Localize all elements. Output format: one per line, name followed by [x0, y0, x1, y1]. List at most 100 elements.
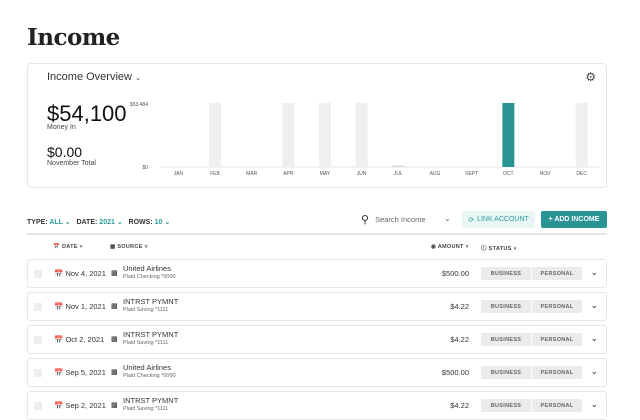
business-button[interactable]: BUSINESS — [481, 333, 531, 346]
table-row[interactable]: 📅 Nov 1, 2021 ▩ INTRST PYMNT Plaid Savin… — [27, 292, 607, 321]
row-amount: $500.00 — [441, 368, 469, 377]
column-amount[interactable]: ◉ AMOUNT ˅ — [431, 244, 470, 250]
business-button[interactable]: BUSINESS — [481, 267, 531, 280]
source-icon: ▩ — [111, 303, 118, 310]
bar-track-apr — [282, 103, 295, 167]
bar-track-dec — [575, 103, 588, 167]
row-source: INTRST PYMNT — [123, 297, 179, 306]
table-row[interactable]: 📅 Nov 4, 2021 ▩ United Airlines Plaid Ch… — [27, 259, 607, 288]
link-account-label: LINK ACCOUNT — [477, 216, 529, 223]
bar-track-feb — [209, 103, 221, 167]
row-checkbox[interactable] — [34, 402, 42, 410]
row-source: INTRST PYMNT — [123, 396, 179, 405]
calendar-icon: 📅 — [54, 401, 64, 410]
date-label: DATE: — [76, 219, 98, 226]
row-checkbox[interactable] — [34, 369, 42, 377]
rows-value: 10 — [154, 219, 163, 226]
row-source: United Airlines — [123, 363, 171, 372]
y-tick-label: $53,484 — [130, 102, 148, 108]
personal-button[interactable]: PERSONAL — [532, 399, 582, 412]
overview-dropdown[interactable]: Income Overview ⌄ — [47, 71, 141, 83]
month-total-value: $0.00 — [47, 144, 83, 160]
row-checkbox[interactable] — [34, 303, 42, 311]
row-account: Plaid Checking *0000 — [123, 373, 176, 379]
bar-track-jun — [355, 103, 368, 167]
row-date: 📅 Sep 2, 2021 — [54, 401, 106, 410]
divider — [27, 233, 607, 235]
x-tick-label: SEPT — [465, 171, 478, 177]
add-income-button[interactable]: + ADD INCOME — [541, 211, 607, 228]
date-filter[interactable]: DATE: 2021 ⌄ — [76, 219, 123, 226]
row-source: United Airlines — [123, 264, 171, 273]
calendar-icon: 📅 — [54, 269, 64, 278]
date-text: Sep 2, 2021 — [65, 401, 106, 410]
source-header: SOURCE — [117, 244, 143, 250]
expand-chevron-icon[interactable]: ⌄ — [590, 366, 598, 376]
date-text: Nov 4, 2021 — [65, 269, 106, 278]
source-icon: ▩ — [111, 336, 118, 343]
row-date: 📅 Sep 5, 2021 — [54, 368, 106, 377]
income-overview-card: Income Overview ⌄ ⚙ $54,100 Money In $0.… — [27, 63, 607, 188]
calendar-icon: 📅 — [54, 335, 64, 344]
expand-chevron-icon[interactable]: ⌄ — [590, 300, 598, 310]
date-value: 2021 — [99, 219, 115, 226]
table-row[interactable]: 📅 Oct 2, 2021 ▩ INTRST PYMNT Plaid Savin… — [27, 325, 607, 354]
expand-chevron-icon[interactable]: ⌄ — [590, 267, 598, 277]
personal-button[interactable]: PERSONAL — [532, 333, 582, 346]
link-account-button[interactable]: ⟳ LINK ACCOUNT — [462, 211, 535, 228]
search-dropdown-chevron-icon[interactable]: ⌄ — [444, 214, 451, 223]
business-button[interactable]: BUSINESS — [481, 300, 531, 313]
source-icon: ▩ — [111, 270, 118, 277]
x-tick-label: APR — [283, 171, 294, 177]
date-text: Oct 2, 2021 — [65, 335, 105, 344]
row-amount: $4.22 — [450, 335, 469, 344]
date-header: DATE — [61, 244, 78, 250]
page-title: Income — [27, 24, 120, 51]
status-header: STATUS — [488, 246, 512, 252]
expand-chevron-icon[interactable]: ⌄ — [590, 333, 598, 343]
bar-jul[interactable] — [392, 165, 405, 168]
search-placeholder: Search Income — [375, 215, 426, 224]
row-checkbox[interactable] — [34, 270, 42, 278]
x-tick-label: AUG — [430, 171, 441, 177]
x-tick-label: DEC — [576, 171, 587, 177]
x-tick-label: JAN — [174, 171, 184, 177]
search-input[interactable]: ⚲ Search Income — [361, 213, 456, 226]
column-source[interactable]: ▩ SOURCE ˅ — [110, 244, 149, 250]
row-account: Plaid Saving *1111 — [123, 307, 169, 313]
search-icon: ⚲ — [361, 214, 370, 226]
row-source: INTRST PYMNT — [123, 330, 179, 339]
row-checkbox[interactable] — [34, 336, 42, 344]
date-text: Nov 1, 2021 — [65, 302, 106, 311]
expand-chevron-icon[interactable]: ⌄ — [590, 399, 598, 409]
month-total-label: November Total — [47, 160, 96, 167]
table-row[interactable]: 📅 Sep 2, 2021 ▩ INTRST PYMNT Plaid Savin… — [27, 391, 607, 420]
calendar-icon: 📅 — [54, 368, 64, 377]
row-account: Plaid Checking *0000 — [123, 274, 176, 280]
amount-header: AMOUNT — [437, 244, 464, 250]
business-button[interactable]: BUSINESS — [481, 399, 531, 412]
x-tick-label: OCT — [503, 171, 514, 177]
type-label: TYPE: — [27, 219, 48, 226]
column-status[interactable]: ⓘ STATUS ˅ — [481, 246, 517, 252]
type-value: ALL — [49, 219, 63, 226]
personal-button[interactable]: PERSONAL — [532, 300, 582, 313]
personal-button[interactable]: PERSONAL — [532, 267, 582, 280]
row-amount: $4.22 — [450, 302, 469, 311]
bar-oct[interactable] — [502, 103, 515, 167]
row-amount: $4.22 — [450, 401, 469, 410]
filter-bar: TYPE: ALL ⌄ DATE: 2021 ⌄ ROWS: 10 ⌄ — [27, 218, 170, 226]
business-button[interactable]: BUSINESS — [481, 366, 531, 379]
money-in-value: $54,100 — [47, 101, 127, 126]
table-row[interactable]: 📅 Sep 5, 2021 ▩ United Airlines Plaid Ch… — [27, 358, 607, 387]
calendar-icon: 📅 — [54, 302, 64, 311]
type-filter[interactable]: TYPE: ALL ⌄ — [27, 219, 71, 226]
rows-filter[interactable]: ROWS: 10 ⌄ — [128, 219, 171, 226]
column-date[interactable]: 📅 DATE ˅ — [53, 244, 84, 250]
rows-label: ROWS: — [128, 219, 153, 226]
income-bar-chart: $53,484 $0 JAN FEB MAR APR MAY JUN JUL AUG SEPT OCT… — [130, 102, 600, 177]
row-date: 📅 Oct 2, 2021 — [54, 335, 104, 344]
personal-button[interactable]: PERSONAL — [532, 366, 582, 379]
gear-icon[interactable]: ⚙ — [585, 70, 596, 84]
bar-track-may — [319, 103, 331, 167]
